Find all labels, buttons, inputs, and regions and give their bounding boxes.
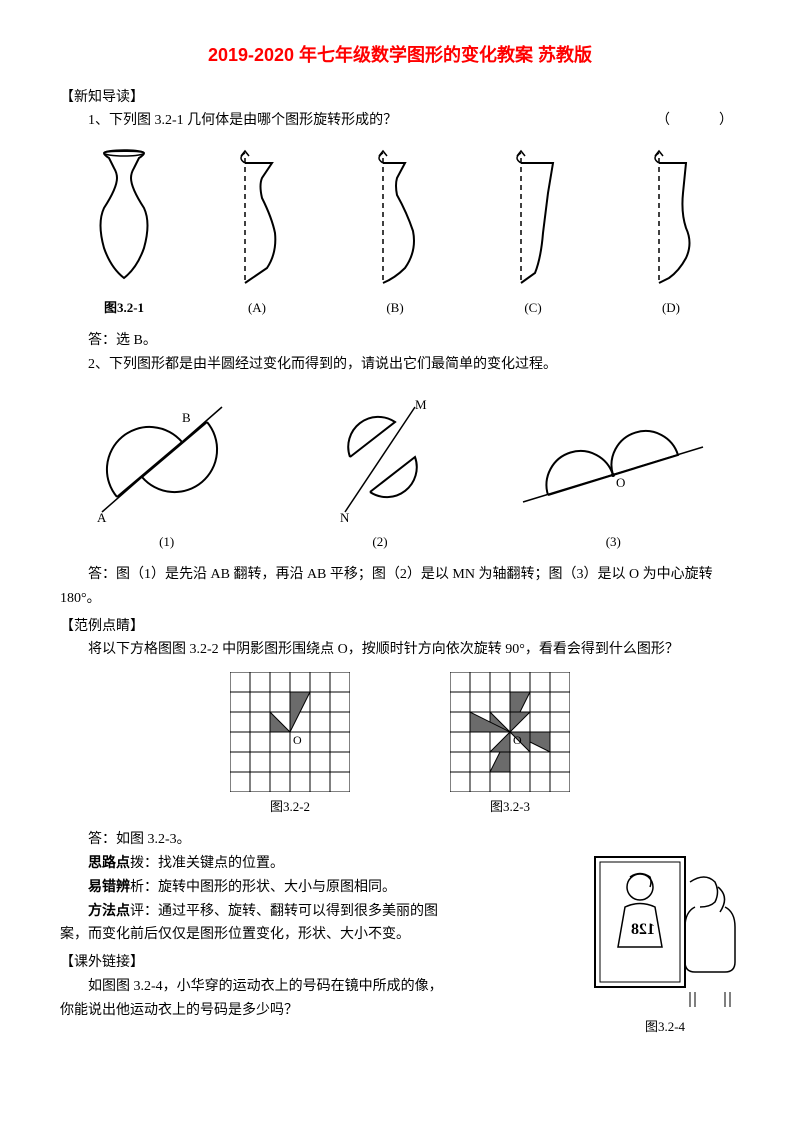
profile-c-icon — [493, 143, 573, 293]
sub-label-1: (1) — [87, 531, 247, 553]
tip1-label: 思路点 — [88, 856, 130, 871]
tip3-label: 方法点 — [88, 904, 130, 919]
profile-a-icon — [217, 143, 297, 293]
svg-text:M: M — [415, 397, 427, 412]
tip2-text: 析：旋转中图形的形状、大小与原图相同。 — [130, 880, 396, 895]
svg-text:N: N — [340, 510, 350, 525]
option-b: (B) — [355, 143, 435, 319]
profile-d-icon — [631, 143, 711, 293]
document-title: 2019-2020 年七年级数学图形的变化教案 苏教版 — [60, 40, 740, 71]
section2-header: 【范例点睛】 — [60, 615, 740, 639]
semicircle-3: O (3) — [513, 417, 713, 553]
example-answer: 答：如图 3.2-3。 — [60, 828, 740, 852]
figure-row-2: A B (1) M N (2) O (3) — [60, 397, 740, 553]
section-example: 【范例点睛】 将以下方格图图 3.2-2 中阴影图形围绕点 O，按顺时针方向依次… — [60, 615, 740, 1049]
section1-header: 【新知导读】 — [60, 86, 740, 110]
semicircle-3-icon: O — [513, 417, 713, 527]
fig-3-2-4-label: 图3.2-4 — [590, 1016, 740, 1038]
answer-2: 答：图（1）是先沿 AB 翻转，再沿 AB 平移；图（2）是以 MN 为轴翻转；… — [60, 563, 740, 611]
grid-2-label: 图3.2-3 — [450, 796, 570, 818]
tip1-text: 拨：找准关键点的位置。 — [130, 856, 284, 871]
option-d: (D) — [631, 143, 711, 319]
svg-text:O: O — [513, 733, 522, 747]
figure-row-1: 图3.2-1 (A) (B) — [60, 143, 740, 319]
grid-figures: O 图3.2-2 — [60, 672, 740, 818]
grid-2: O 图3.2-3 — [450, 672, 570, 818]
semicircle-1-icon: A B — [87, 397, 247, 527]
svg-text:B: B — [182, 410, 191, 425]
grid-1: O 图3.2-2 — [230, 672, 350, 818]
section-new-knowledge: 【新知导读】 1、下列图 3.2-1 几何体是由哪个图形旋转形成的？ （ ） 图… — [60, 86, 740, 611]
vase-icon — [89, 143, 159, 293]
mirror-icon: 128 — [590, 852, 740, 1012]
q1-blank: （ ） — [628, 109, 740, 133]
svg-text:O: O — [616, 475, 625, 490]
question-2: 2、下列图形都是由半圆经过变化而得到的，请说出它们最简单的变化过程。 — [60, 353, 740, 377]
semicircle-2-icon: M N — [300, 397, 460, 527]
example-question: 将以下方格图图 3.2-2 中阴影图形围绕点 O，按顺时针方向依次旋转 90°，… — [60, 638, 740, 662]
q1-text: 1、下列图 3.2-1 几何体是由哪个图形旋转形成的？ — [60, 109, 397, 133]
tip3-text-a: 评：通过平移、旋转、翻转可以得到很多美丽的图 — [130, 904, 438, 919]
sub-label-3: (3) — [513, 531, 713, 553]
semicircle-1: A B (1) — [87, 397, 247, 553]
svg-text:O: O — [293, 733, 302, 747]
answer-1: 答：选 B。 — [60, 329, 740, 353]
grid-1-label: 图3.2-2 — [230, 796, 350, 818]
sub-label-2: (2) — [300, 531, 460, 553]
svg-text:A: A — [97, 510, 107, 525]
mirror-figure: 128 图3.2-4 — [590, 852, 740, 1038]
semicircle-2: M N (2) — [300, 397, 460, 553]
grid-2-icon: O — [450, 672, 570, 792]
option-a: (A) — [217, 143, 297, 319]
grid-1-icon: O — [230, 672, 350, 792]
profile-b-icon — [355, 143, 435, 293]
tip2-label: 易错辨 — [88, 880, 130, 895]
label-d: (D) — [631, 297, 711, 319]
label-b: (B) — [355, 297, 435, 319]
svg-text:128: 128 — [631, 921, 655, 938]
tips-block: 128 图3.2-4 思路点拨：找准关键点的位置。 易错辨析：旋转中图形的形状、… — [60, 852, 740, 1048]
question-1: 1、下列图 3.2-1 几何体是由哪个图形旋转形成的？ （ ） — [60, 109, 740, 133]
option-c: (C) — [493, 143, 573, 319]
fig-3-2-1-label: 图3.2-1 — [89, 297, 159, 319]
label-c: (C) — [493, 297, 573, 319]
vase-figure: 图3.2-1 — [89, 143, 159, 319]
label-a: (A) — [217, 297, 297, 319]
